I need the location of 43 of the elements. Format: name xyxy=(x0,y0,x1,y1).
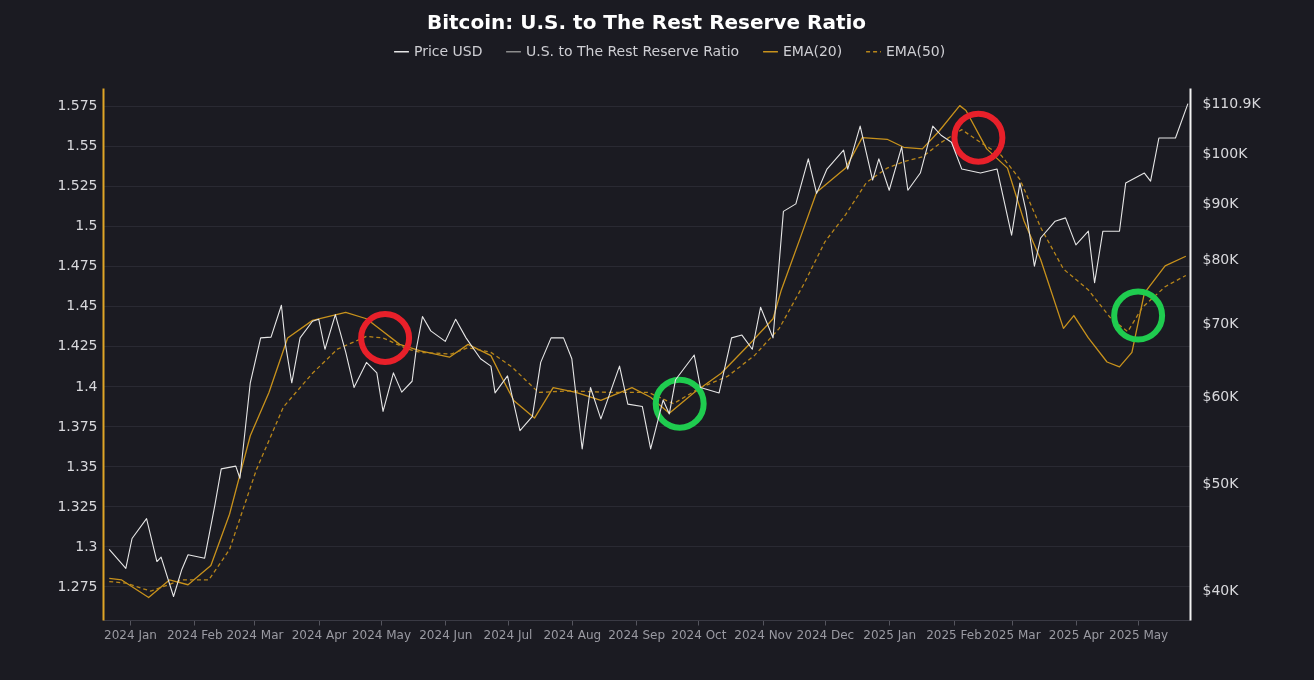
y-tick-label: 1.275 xyxy=(57,577,98,594)
x-tick-label: 2024 Sep xyxy=(608,627,666,642)
x-tick-label: 2024 Jan xyxy=(104,627,157,642)
x-tick-label: 2025 Jan xyxy=(863,627,917,642)
y-tick-label: 1.55 xyxy=(66,137,98,154)
y-tick-label: 1.425 xyxy=(57,337,98,354)
x-tick-label: 2024 May xyxy=(351,627,412,642)
x-tick-label: 2025 Mar xyxy=(983,627,1041,642)
y2-tick-label: $60K xyxy=(1202,388,1240,405)
y-tick-label: 1.525 xyxy=(57,177,98,194)
y-tick-label: 1.35 xyxy=(66,457,98,474)
x-tick-label: 2025 Feb xyxy=(926,627,982,642)
y-tick-label: 1.4 xyxy=(75,377,98,394)
y2-tick-label: $80K xyxy=(1202,251,1240,268)
y-tick-label: 1.475 xyxy=(57,257,98,274)
legend-label: Price USD xyxy=(414,42,483,59)
x-tick-label: 2025 May xyxy=(1109,627,1169,642)
x-tick-label: 2024 Oct xyxy=(671,627,727,642)
y-tick-label: 1.325 xyxy=(57,497,98,514)
y2-tick-label: $100K xyxy=(1202,144,1249,161)
legend-label: EMA(50) xyxy=(886,42,946,59)
x-tick-label: 2024 Apr xyxy=(291,627,347,642)
chart-title: Bitcoin: U.S. to The Rest Reserve Ratio xyxy=(426,10,867,34)
x-tick-label: 2025 Apr xyxy=(1048,627,1105,642)
legend-label: U.S. to The Rest Reserve Ratio xyxy=(526,42,740,59)
x-tick-label: 2024 Mar xyxy=(226,627,284,642)
y-tick-label: 1.45 xyxy=(66,297,98,314)
y2-tick-label: $90K xyxy=(1202,194,1240,211)
x-tick-label: 2024 Aug xyxy=(543,627,602,642)
y-tick-label: 1.375 xyxy=(57,417,98,434)
x-tick-label: 2024 Dec xyxy=(796,627,855,642)
y2-tick-label: $110.9K xyxy=(1202,95,1262,112)
y-tick-label: 1.575 xyxy=(57,97,98,114)
legend-label: EMA(20) xyxy=(783,42,843,59)
y2-tick-label: $50K xyxy=(1202,475,1240,492)
x-tick-label: 2024 Jun xyxy=(419,627,473,642)
y2-tick-label: $40K xyxy=(1202,581,1240,598)
x-tick-label: 2024 Nov xyxy=(734,627,793,642)
x-tick-label: 2024 Feb xyxy=(166,627,223,642)
y2-tick-label: $70K xyxy=(1202,314,1240,331)
y-tick-label: 1.3 xyxy=(75,537,98,554)
y-tick-label: 1.5 xyxy=(75,217,98,234)
x-tick-label: 2024 Jul xyxy=(483,627,533,642)
